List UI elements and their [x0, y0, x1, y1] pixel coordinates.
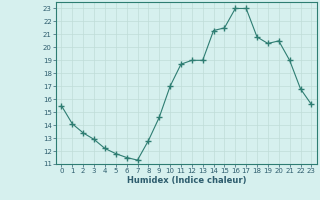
X-axis label: Humidex (Indice chaleur): Humidex (Indice chaleur) — [127, 176, 246, 185]
